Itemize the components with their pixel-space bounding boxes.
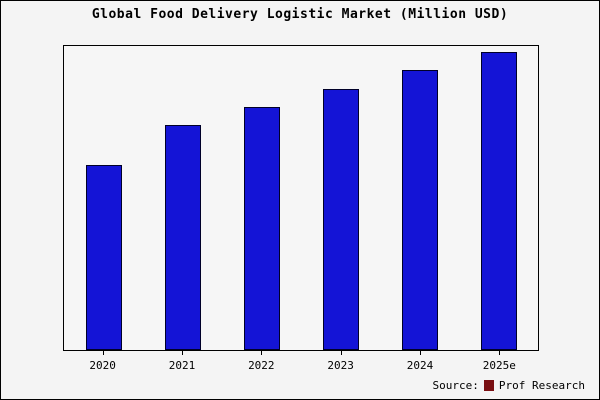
plot-area (63, 45, 539, 351)
bar-column-2023 (301, 46, 380, 350)
chart-title: Global Food Delivery Logistic Market (Mi… (91, 7, 509, 22)
bar-2025e (480, 52, 517, 350)
bar-2024 (401, 70, 438, 350)
x-tick-label-2022: 2022 (222, 351, 301, 372)
x-tick-label-2024: 2024 (380, 351, 459, 372)
x-tick-label-2020: 2020 (63, 351, 142, 372)
source-name-label: Prof Research (498, 379, 585, 392)
bar-column-2025e (459, 46, 538, 350)
source-logo-swatch-icon (483, 380, 494, 391)
x-tick-label-2021: 2021 (142, 351, 221, 372)
source-prefix-label: Source: (432, 379, 479, 392)
bar-column-2024 (380, 46, 459, 350)
bar-2021 (164, 125, 201, 350)
x-axis-tick-labels: 2020 2021 2022 2023 2024 2025e (63, 351, 539, 372)
bar-column-2020 (64, 46, 143, 350)
bar-2022 (243, 106, 280, 350)
bar-column-2022 (222, 46, 301, 350)
bar-2023 (322, 88, 359, 350)
source-line: Source: Prof Research (433, 379, 585, 392)
x-tick-label-2025e: 2025e (460, 351, 539, 372)
bar-2020 (85, 164, 122, 350)
bar-column-2021 (143, 46, 222, 350)
x-tick-label-2023: 2023 (301, 351, 380, 372)
